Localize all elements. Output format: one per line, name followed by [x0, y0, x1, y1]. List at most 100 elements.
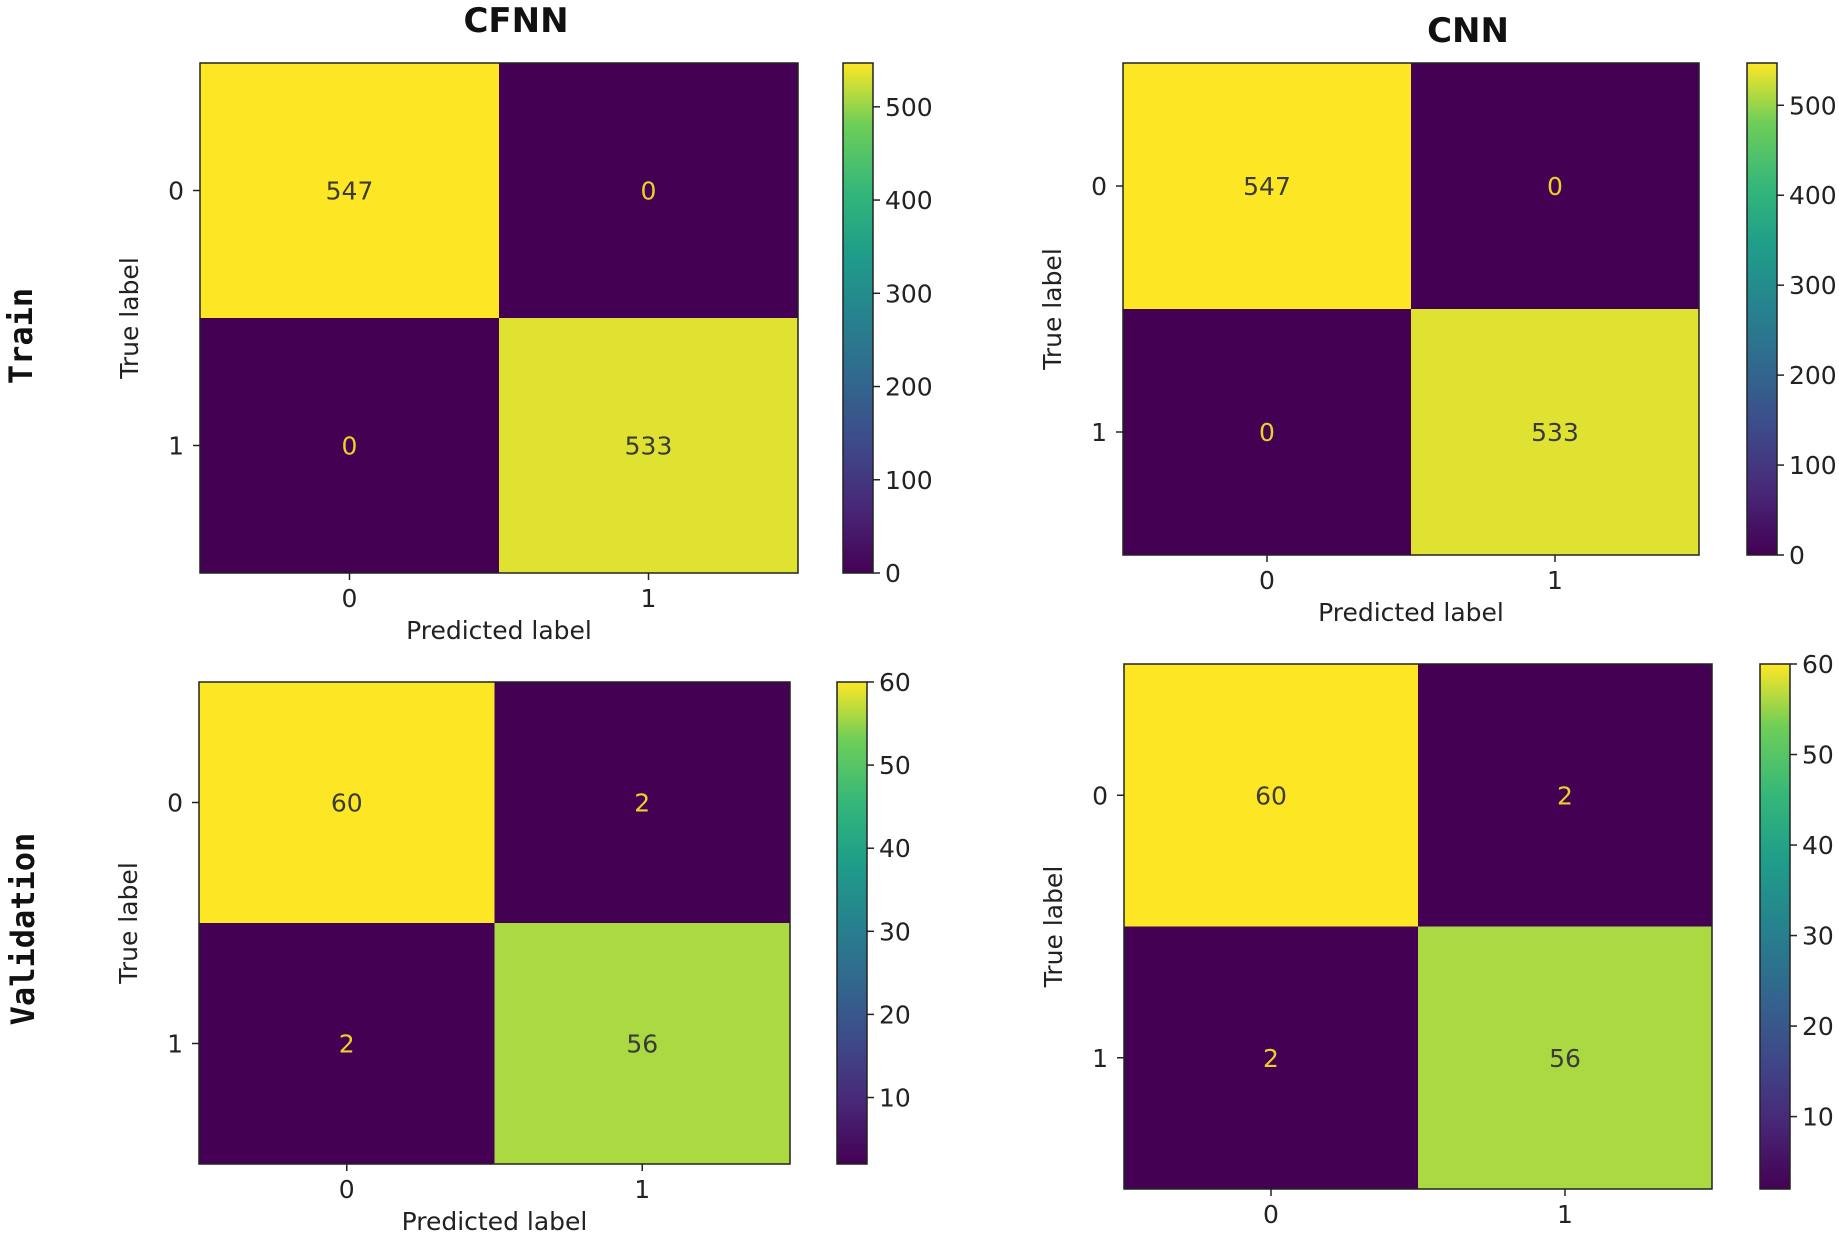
y-tick-label: 1: [167, 1030, 183, 1059]
cell-value-1-1: 56: [626, 1030, 658, 1059]
x-tick-label: 1: [634, 1175, 650, 1204]
cell-0-1: [494, 682, 790, 923]
cell-value-0-1: 0: [641, 177, 657, 206]
colorbar-tick-label: 500: [885, 93, 933, 122]
colorbar-tick-label: 50: [1802, 741, 1834, 770]
y-tick-label: 0: [1092, 781, 1108, 810]
cell-value-0-1: 2: [634, 789, 650, 818]
cell-value-0-0: 547: [1243, 172, 1291, 201]
colorbar: [843, 63, 873, 573]
cell-value-1-1: 533: [625, 432, 673, 461]
colorbar: [837, 682, 867, 1164]
cell-1-1: [499, 318, 798, 573]
column-title-cfnn: CFNN: [463, 1, 568, 41]
x-axis-label: Predicted label: [1318, 598, 1504, 627]
cell-0-0: [200, 63, 499, 318]
cell-value-0-1: 0: [1547, 172, 1563, 201]
colorbar-tick-label: 20: [879, 1000, 911, 1029]
cell-value-1-0: 0: [1259, 418, 1275, 447]
cell-value-0-1: 2: [1557, 781, 1573, 810]
colorbar-tick-label: 100: [885, 466, 933, 495]
cell-0-0: [199, 682, 495, 923]
cell-1-0: [1124, 926, 1418, 1189]
x-tick-label: 0: [339, 1175, 355, 1204]
y-tick-label: 0: [168, 177, 184, 206]
colorbar-tick-label: 0: [1789, 541, 1805, 570]
colorbar-tick-label: 10: [1802, 1103, 1834, 1132]
column-title-cnn: CNN: [1427, 11, 1509, 51]
cell-1-1: [1418, 926, 1712, 1189]
row-label-validation: Validation: [4, 833, 42, 1026]
cell-value-1-0: 2: [339, 1030, 355, 1059]
x-tick-label: 0: [1259, 566, 1275, 595]
cell-value-1-0: 0: [342, 432, 358, 461]
x-tick-label: 1: [1547, 566, 1563, 595]
colorbar: [1760, 664, 1790, 1189]
colorbar-tick-label: 400: [1789, 181, 1837, 210]
colorbar-tick-label: 40: [879, 834, 911, 863]
x-axis-label: Predicted label: [406, 616, 592, 645]
colorbar-tick-label: 60: [1802, 650, 1834, 679]
colorbar-tick-label: 10: [879, 1084, 911, 1113]
cell-value-0-0: 60: [331, 789, 363, 818]
colorbar-frame: [842, 62, 874, 574]
heatmap-frame: [199, 62, 799, 574]
colorbar-tick-label: 20: [1802, 1012, 1834, 1041]
colorbar-tick-label: 0: [885, 559, 901, 588]
colorbar-frame: [1759, 663, 1791, 1190]
y-tick-label: 0: [167, 789, 183, 818]
colorbar-tick-label: 40: [1802, 831, 1834, 860]
cell-value-1-0: 2: [1263, 1044, 1279, 1073]
colorbar-frame: [836, 681, 868, 1165]
cell-0-0: [1124, 664, 1418, 927]
colorbar-tick-label: 50: [879, 751, 911, 780]
y-axis-label: True label: [1039, 866, 1068, 989]
colorbar-tick-label: 500: [1789, 91, 1837, 120]
x-axis-label: Predicted label: [402, 1207, 588, 1233]
y-tick-label: 0: [1091, 172, 1107, 201]
heatmap-frame: [198, 681, 791, 1165]
colorbar-tick-label: 30: [1802, 922, 1834, 951]
row-label-train: Train: [2, 288, 40, 384]
cell-0-1: [1411, 63, 1699, 309]
x-tick-label: 0: [342, 584, 358, 613]
y-tick-label: 1: [168, 432, 184, 461]
cell-value-1-1: 533: [1531, 418, 1579, 447]
x-tick-label: 1: [1557, 1200, 1573, 1229]
y-axis-label: True label: [115, 257, 144, 380]
cell-value-1-1: 56: [1549, 1044, 1581, 1073]
colorbar-tick-label: 60: [879, 668, 911, 697]
x-tick-label: 1: [641, 584, 657, 613]
y-tick-label: 1: [1092, 1044, 1108, 1073]
colorbar-tick-label: 400: [885, 186, 933, 215]
cell-0-0: [1123, 63, 1411, 309]
colorbar-frame: [1746, 62, 1778, 556]
x-tick-label: 0: [1263, 1200, 1279, 1229]
y-tick-label: 1: [1091, 418, 1107, 447]
cell-1-0: [200, 318, 499, 573]
y-axis-label: True label: [114, 862, 143, 985]
colorbar-tick-label: 200: [1789, 361, 1837, 390]
cell-1-0: [1123, 309, 1411, 555]
cell-1-0: [199, 923, 495, 1164]
cell-1-1: [494, 923, 790, 1164]
cell-0-1: [499, 63, 798, 318]
cell-1-1: [1411, 309, 1699, 555]
colorbar-tick-label: 100: [1789, 451, 1837, 480]
colorbar-tick-label: 300: [1789, 271, 1837, 300]
y-axis-label: True label: [1038, 248, 1067, 371]
cell-0-1: [1418, 664, 1712, 927]
colorbar-tick-label: 200: [885, 373, 933, 402]
colorbar-tick-label: 30: [879, 917, 911, 946]
cell-value-0-0: 547: [326, 177, 374, 206]
cell-value-0-0: 60: [1255, 781, 1287, 810]
colorbar: [1747, 63, 1777, 555]
panel-cfnn-train: 547 0 0 533 0 1 0 1 Predicted label True label 0 10…: [115, 62, 933, 645]
colorbar-tick-label: 300: [885, 279, 933, 308]
heatmap-frame: [1122, 62, 1700, 556]
heatmap-frame: [1123, 663, 1713, 1190]
panel-cnn-train: 547 0 0 533 0 1 0 1 Predicted label True label 0 10…: [1038, 62, 1837, 627]
